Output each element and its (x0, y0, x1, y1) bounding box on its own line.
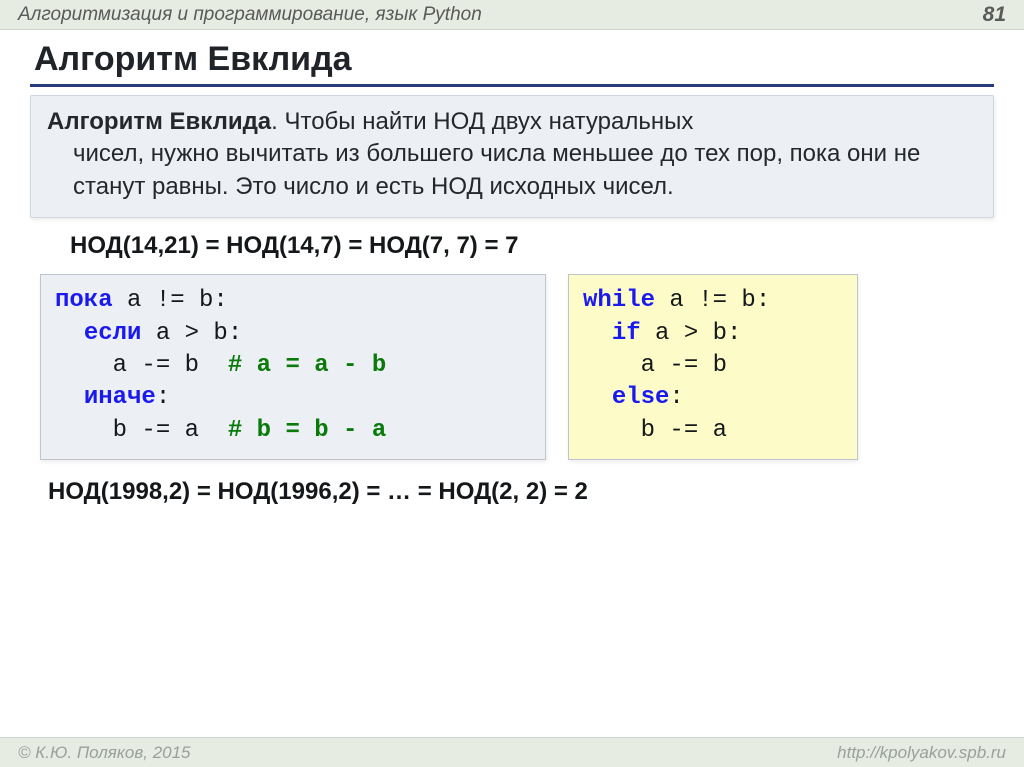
pseudocode-box: пока a != b: если a > b: a -= b # a = a … (40, 274, 546, 460)
title-rule (30, 84, 994, 87)
kw-while-ru: пока (55, 287, 113, 314)
slide-footer: © К.Ю. Поляков, 2015 http://kpolyakov.sp… (0, 737, 1024, 767)
python-code-box: while a != b: if a > b: a -= b else: b -… (568, 274, 858, 460)
kw-else: else (612, 384, 670, 411)
definition-lead: Алгоритм Евклида (47, 108, 271, 135)
code-row: пока a != b: если a > b: a -= b # a = a … (40, 274, 994, 460)
code-text: : (669, 384, 683, 411)
slide-content: Алгоритм Евклида Алгоритм Евклида. Чтобы… (0, 30, 1024, 506)
code-comment: # a = a - b (228, 352, 386, 379)
code-comment: # b = b - a (228, 417, 386, 444)
kw-while: while (583, 287, 655, 314)
code-text: b -= a (641, 417, 727, 444)
gcd-example-1: НОД(14,21) = НОД(14,7) = НОД(7, 7) = 7 (70, 232, 994, 260)
slide-title: Алгоритм Евклида (34, 40, 994, 79)
gcd-example-2: НОД(1998,2) = НОД(1996,2) = … = НОД(2, 2… (48, 478, 994, 506)
page-number: 81 (983, 3, 1006, 27)
footer-url: http://kpolyakov.spb.ru (837, 743, 1006, 763)
code-text: a > b: (641, 320, 742, 347)
definition-rest: чисел, нужно вычитать из большего числа … (47, 138, 977, 203)
definition-box: Алгоритм Евклида. Чтобы найти НОД двух н… (30, 95, 994, 218)
code-text: a -= b (113, 352, 228, 379)
copyright: © К.Ю. Поляков, 2015 (18, 743, 191, 763)
kw-if: if (612, 320, 641, 347)
slide-header: Алгоритмизация и программирование, язык … (0, 0, 1024, 30)
code-text: b -= a (113, 417, 228, 444)
code-text: a != b: (113, 287, 228, 314)
code-text: : (156, 384, 170, 411)
definition-text: Алгоритм Евклида. Чтобы найти НОД двух н… (47, 106, 977, 203)
course-title: Алгоритмизация и программирование, язык … (18, 4, 482, 26)
code-text: a > b: (141, 320, 242, 347)
definition-first: . Чтобы найти НОД двух натуральных (271, 108, 693, 135)
code-text: a -= b (641, 352, 727, 379)
kw-else-ru: иначе (84, 384, 156, 411)
code-text: a != b: (655, 287, 770, 314)
kw-if-ru: если (84, 320, 142, 347)
